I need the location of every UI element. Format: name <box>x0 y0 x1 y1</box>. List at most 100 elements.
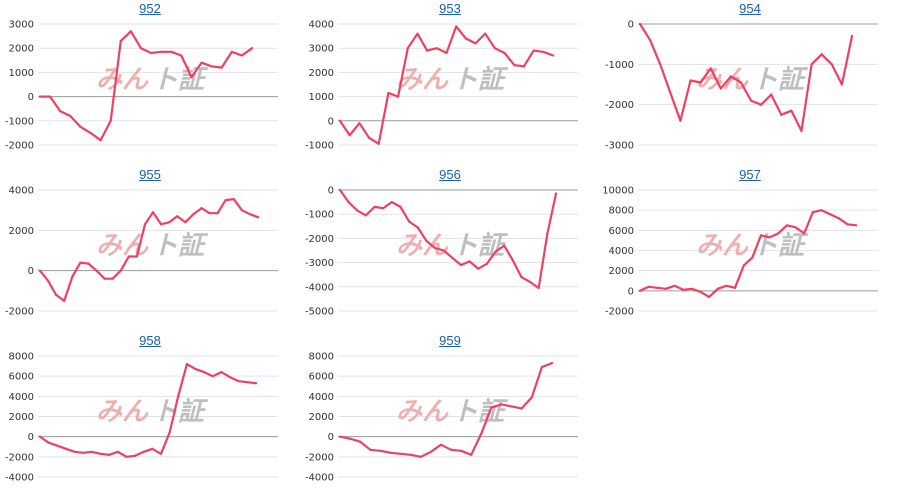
data-point <box>82 451 85 454</box>
y-tick-label: 6000 <box>609 226 634 237</box>
data-point <box>184 221 187 224</box>
data-point <box>79 261 82 264</box>
data-point <box>176 215 179 218</box>
y-tick-label: 0 <box>628 286 634 297</box>
chart-title-link[interactable]: 956 <box>439 167 461 182</box>
watermark-logo: みん ト証 <box>396 231 509 261</box>
y-tick-label: 2000 <box>9 226 34 237</box>
y-tick-label: 4000 <box>309 20 334 31</box>
chart-panel: 952 3000 2000 1000 0 -1000 -2000 みん ト証 <box>0 0 300 166</box>
y-tick-label: 8000 <box>609 206 634 217</box>
data-point <box>90 450 93 453</box>
y-tick-label: 4000 <box>309 392 334 403</box>
y-tick-label: 0 <box>28 266 34 277</box>
data-point <box>338 119 342 122</box>
chart-title-link[interactable]: 957 <box>739 167 761 182</box>
data-point <box>419 455 422 458</box>
data-point <box>338 435 342 438</box>
data-point <box>200 207 203 210</box>
series-line <box>338 188 558 290</box>
data-point <box>185 362 188 366</box>
data-point <box>159 452 163 455</box>
data-point <box>682 288 685 291</box>
data-point <box>416 226 419 229</box>
y-tick-label: -1000 <box>305 141 334 152</box>
data-point <box>484 32 487 35</box>
data-point <box>377 142 380 145</box>
data-point <box>520 276 523 279</box>
data-point <box>46 279 50 282</box>
data-point <box>382 207 385 210</box>
watermark-logo: みん ト証 <box>396 65 509 95</box>
data-point <box>522 65 526 68</box>
data-point <box>520 407 523 410</box>
data-point <box>73 450 76 453</box>
data-point <box>790 109 793 112</box>
chart-panel: 959 8000 6000 4000 2000 0 -2000 -4000 みん ト証 <box>300 332 600 498</box>
y-tick-label: -2000 <box>305 234 334 245</box>
data-point <box>180 54 183 57</box>
data-point <box>669 91 672 94</box>
data-point <box>664 287 668 290</box>
data-point <box>356 209 359 212</box>
data-point <box>503 244 506 247</box>
data-point <box>638 22 642 26</box>
data-point <box>160 223 163 226</box>
y-tick-label: 0 <box>28 432 34 443</box>
data-point <box>389 451 392 454</box>
series-line <box>638 22 854 132</box>
data-point <box>733 286 737 289</box>
data-point <box>699 81 702 84</box>
data-point <box>367 136 371 139</box>
data-point <box>127 255 130 258</box>
chart-title-link[interactable]: 958 <box>139 333 161 348</box>
data-point <box>532 49 535 52</box>
data-point <box>494 250 497 253</box>
data-point <box>840 83 844 86</box>
data-point <box>673 284 676 287</box>
data-point <box>220 66 223 69</box>
y-tick-label: 2000 <box>9 412 34 423</box>
watermark-logo: みん ト証 <box>696 65 809 95</box>
line-chart: 10000 8000 6000 4000 2000 0 -2000 みん ト証 <box>602 186 878 318</box>
data-point <box>828 213 832 216</box>
y-tick-label: -2000 <box>5 141 34 152</box>
y-tick-label: 0 <box>28 92 34 103</box>
y-tick-label: 10000 <box>602 186 634 197</box>
data-point <box>194 368 197 371</box>
data-point <box>648 39 652 42</box>
data-point <box>203 371 206 374</box>
data-point <box>208 212 211 215</box>
data-point <box>135 255 138 258</box>
chart-title-link[interactable]: 953 <box>439 1 461 16</box>
chart-title-link[interactable]: 955 <box>139 167 161 182</box>
data-point <box>232 197 235 201</box>
data-point <box>64 447 68 450</box>
series-line <box>338 362 554 458</box>
data-point <box>55 293 58 296</box>
data-point <box>433 246 437 250</box>
data-point <box>216 212 219 215</box>
data-point <box>119 39 122 43</box>
data-point <box>785 224 788 227</box>
data-point <box>63 299 66 303</box>
data-point <box>690 287 693 290</box>
y-tick-label: -3000 <box>605 141 634 152</box>
chart-title-link[interactable]: 952 <box>139 1 161 16</box>
data-point <box>780 113 783 116</box>
chart-title-link[interactable]: 954 <box>739 1 761 16</box>
data-point <box>503 51 506 55</box>
data-point <box>803 232 806 235</box>
y-tick-label: 2000 <box>309 412 334 423</box>
data-point <box>854 224 858 227</box>
data-point <box>416 32 419 35</box>
data-point <box>95 269 98 272</box>
data-point <box>500 403 503 406</box>
data-point <box>530 396 533 399</box>
data-point <box>240 54 244 57</box>
data-point <box>742 264 745 267</box>
data-point <box>449 448 453 451</box>
chart-title-link[interactable]: 959 <box>439 333 461 348</box>
data-point <box>459 263 463 267</box>
data-point <box>408 220 411 223</box>
